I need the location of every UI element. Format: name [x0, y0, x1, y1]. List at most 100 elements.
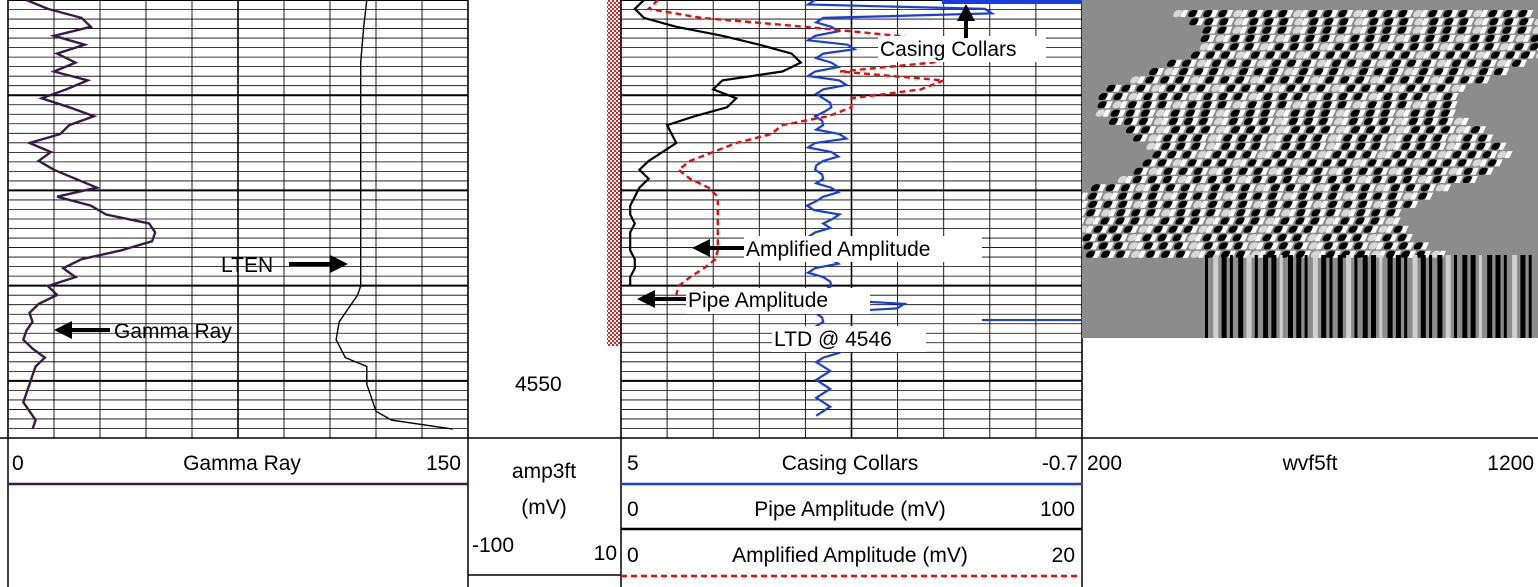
- waveform-dash: [1418, 192, 1428, 200]
- waveform-gap: [1481, 18, 1490, 26]
- waveform-dash: [1386, 142, 1396, 150]
- waveform-gap: [1309, 151, 1318, 159]
- waveform-gap: [1467, 51, 1476, 59]
- waveform-gap: [1305, 167, 1314, 175]
- waveform-dash: [1308, 242, 1318, 250]
- waveform-dash: [1358, 200, 1368, 208]
- waveform-gap: [1200, 200, 1209, 208]
- waveform-dash: [1196, 84, 1206, 92]
- waveform-gap: [1147, 109, 1156, 117]
- waveform-dash: [1348, 117, 1358, 125]
- waveform-dash: [1344, 68, 1354, 76]
- waveform-dash: [1427, 26, 1437, 34]
- waveform-dash: [1406, 84, 1416, 92]
- waveform-dash: [1223, 192, 1233, 200]
- waveform-dash: [1193, 192, 1203, 200]
- waveform-gap: [1359, 234, 1368, 242]
- waveform-gap: [1169, 192, 1179, 200]
- waveform-dash: [1378, 225, 1388, 233]
- waveform-dash: [1278, 242, 1288, 250]
- waveform-gap: [1325, 225, 1334, 233]
- waveform-dash: [1401, 142, 1411, 150]
- waveform-gap: [1207, 109, 1216, 117]
- waveform-dash: [1178, 134, 1188, 142]
- waveform-dash: [1130, 76, 1140, 84]
- waveform-gap: [1305, 200, 1314, 208]
- waveform-dash: [1142, 101, 1152, 109]
- waveform-dash: [1220, 76, 1230, 84]
- waveform-dash: [1220, 217, 1230, 225]
- waveform-gap: [1332, 250, 1342, 258]
- waveform-dash: [1430, 76, 1440, 84]
- waveform-dash: [1289, 43, 1299, 51]
- amplified-amplitude-label: Amplified Amplitude: [746, 238, 930, 261]
- waveform-gap: [1170, 134, 1179, 142]
- waveform-dash: [1350, 34, 1360, 42]
- waveform-gap: [1452, 51, 1461, 59]
- waveform-dash: [1226, 84, 1236, 92]
- waveform-dash: [1440, 109, 1450, 117]
- waveform-dash: [1418, 134, 1428, 142]
- waveform-gap: [1439, 176, 1448, 183]
- waveform-gap: [1267, 34, 1276, 42]
- waveform-dash: [1125, 109, 1135, 117]
- waveform-gap: [1249, 151, 1258, 159]
- waveform-gap: [1182, 250, 1192, 258]
- waveform-dash: [1311, 142, 1321, 150]
- waveform-gap: [1190, 117, 1200, 125]
- waveform-gap: [1212, 76, 1221, 84]
- casing-collars-arrow-head: [957, 4, 975, 21]
- waveform-dash: [1446, 142, 1456, 150]
- waveform-gap: [1333, 209, 1342, 217]
- waveform-gap: [1206, 43, 1215, 51]
- waveform-dash: [1215, 126, 1226, 134]
- waveform-dash: [1406, 59, 1417, 67]
- waveform-gap: [1142, 184, 1152, 192]
- waveform-gap: [1347, 217, 1356, 225]
- waveform-dash: [1502, 26, 1512, 34]
- waveform-gap: [1139, 176, 1148, 183]
- waveform-dash: [1383, 10, 1393, 17]
- waveform-dash: [1292, 101, 1302, 109]
- waveform-gap: [1319, 192, 1329, 200]
- waveform-dash: [1248, 10, 1258, 17]
- waveform-dash: [1319, 43, 1329, 51]
- waveform-gap: [1455, 68, 1465, 76]
- waveform-gap: [1434, 159, 1443, 167]
- waveform-gap: [1347, 76, 1356, 84]
- waveform-gap: [1270, 10, 1279, 17]
- waveform-dash: [1296, 142, 1306, 150]
- waveform-bar: [1495, 255, 1501, 338]
- waveform-dash: [1428, 10, 1438, 17]
- waveform-dash: [1398, 242, 1408, 250]
- waveform-gap: [1380, 68, 1390, 76]
- waveform-bar: [1337, 255, 1343, 338]
- waveform-gap: [1266, 43, 1275, 51]
- waveform-dash: [1143, 242, 1153, 250]
- waveform-bar: [1478, 255, 1482, 338]
- waveform-gap: [1180, 10, 1189, 17]
- waveform-gap: [1345, 93, 1354, 100]
- waveform-gap: [1150, 93, 1159, 100]
- waveform-gap: [1113, 84, 1122, 92]
- waveform-dash: [1176, 142, 1186, 150]
- waveform-dash: [1280, 76, 1290, 84]
- waveform-dash: [1428, 93, 1438, 100]
- waveform-gap: [1443, 59, 1453, 67]
- waveform-gap: [1374, 26, 1383, 34]
- waveform-gap: [1288, 142, 1297, 150]
- waveform-dash: [1188, 242, 1198, 250]
- waveform-gap: [1352, 184, 1362, 192]
- waveform-gap: [1230, 134, 1239, 142]
- waveform-dash: [1431, 142, 1441, 150]
- waveform-gap: [1095, 200, 1104, 208]
- waveform-dash: [1305, 109, 1315, 117]
- waveform-gap: [1407, 51, 1416, 59]
- waveform-gap: [1470, 134, 1479, 142]
- waveform-gap: [1200, 167, 1209, 175]
- waveform-gap: [1192, 126, 1202, 134]
- waveform-dash: [1105, 184, 1115, 192]
- waveform-dash: [1365, 109, 1375, 117]
- waveform-dash: [1499, 43, 1509, 51]
- waveform-gap: [1254, 26, 1263, 34]
